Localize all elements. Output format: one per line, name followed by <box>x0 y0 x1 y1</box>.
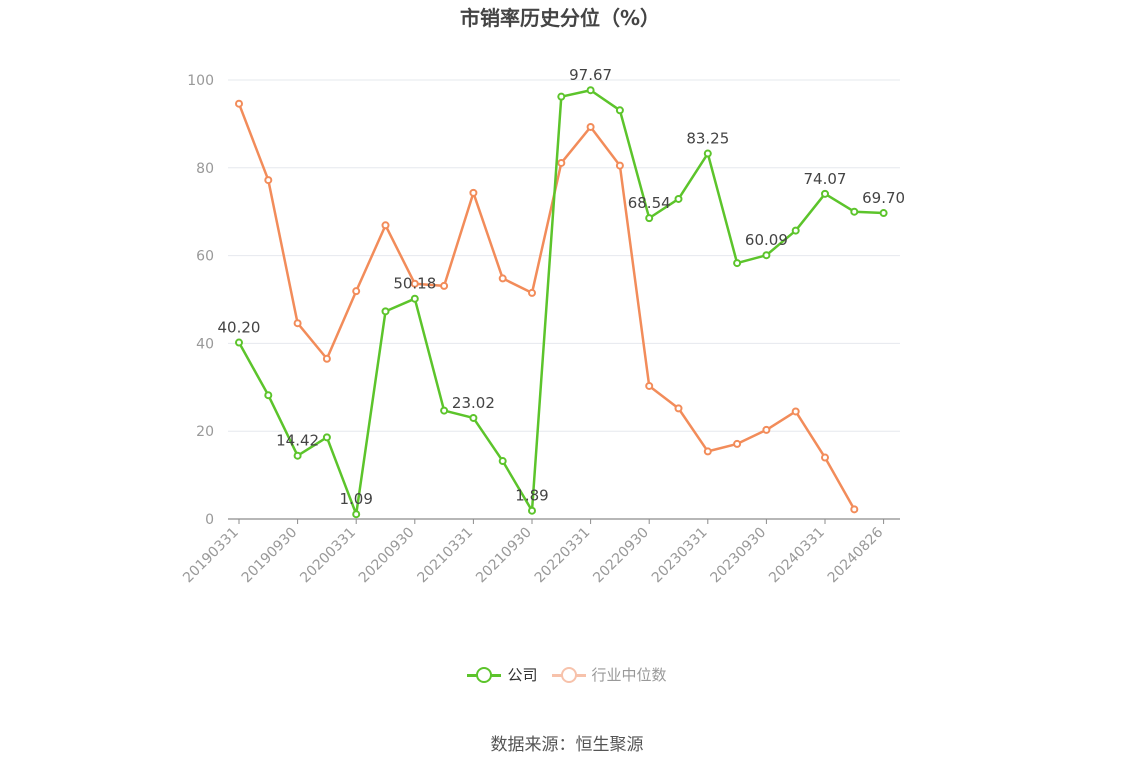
data-labels: 40.20 14.42 1.09 50.18 23.02 1.89 97.67 68.54 83… <box>218 66 906 508</box>
grid-lines <box>228 79 900 432</box>
data-point-industry-median <box>586 122 595 131</box>
data-point-company <box>352 510 361 519</box>
legend-marker-company <box>467 666 502 684</box>
data-point-industry-median <box>410 279 419 288</box>
series-layer <box>235 86 888 519</box>
x-axis: 2019033120190930202003312020093020210331… <box>180 518 900 587</box>
chart-title: 市销率历史分位（%） <box>459 6 661 30</box>
data-point-company <box>469 413 478 422</box>
data-point-company <box>381 307 390 316</box>
x-tick-label: 20210331 <box>415 525 477 587</box>
data-label: 40.20 <box>218 319 261 337</box>
data-label: 69.70 <box>862 189 905 207</box>
data-label: 68.54 <box>628 194 671 212</box>
x-tick-label: 20230331 <box>649 525 711 587</box>
data-point-company <box>703 149 712 158</box>
y-tick-label: 0 <box>205 512 214 528</box>
x-tick-label: 20210930 <box>473 525 535 587</box>
legend-label-industry-median: 行业中位数 <box>591 666 667 684</box>
data-point-company <box>733 259 742 268</box>
data-point-industry-median <box>235 99 243 108</box>
data-label: 83.25 <box>686 130 729 148</box>
x-tick-label: 20200930 <box>356 525 418 587</box>
data-point-industry-median <box>440 281 449 290</box>
data-point-industry-median <box>528 288 536 297</box>
data-point-company <box>821 189 829 198</box>
data-point-company <box>528 506 536 515</box>
data-point-industry-median <box>703 447 712 456</box>
x-tick-label: 20220930 <box>590 525 652 587</box>
data-point-company <box>498 457 507 466</box>
data-point-company <box>264 391 273 400</box>
data-point-company <box>440 406 449 415</box>
data-point-industry-median <box>850 505 859 514</box>
y-tick-label: 100 <box>187 73 214 89</box>
series-line-company <box>237 88 884 516</box>
data-point-company <box>645 214 654 223</box>
data-point-company <box>791 226 800 235</box>
data-point-company <box>557 92 566 101</box>
data-point-company <box>850 207 859 216</box>
legend: 公司 行业中位数 <box>0 664 1134 685</box>
legend-item-industry-median[interactable]: 行业中位数 <box>551 664 667 685</box>
data-point-industry-median <box>557 158 566 167</box>
data-label: 74.07 <box>804 170 847 188</box>
data-point-company <box>615 106 624 115</box>
data-point-company <box>762 251 771 260</box>
data-point-industry-median <box>674 404 683 413</box>
x-tick-label: 20190930 <box>239 525 301 587</box>
legend-marker-industry-median <box>551 666 586 684</box>
data-point-industry-median <box>381 221 390 230</box>
x-tick-label: 20240826 <box>825 524 887 586</box>
data-point-industry-median <box>821 453 829 462</box>
y-tick-label: 60 <box>196 249 214 265</box>
data-point-company <box>674 194 683 203</box>
legend-label-company: 公司 <box>507 666 538 684</box>
data-point-industry-median <box>322 354 331 363</box>
legend-item-company[interactable]: 公司 <box>467 664 538 685</box>
x-tick-label: 20230930 <box>708 525 770 587</box>
data-point-industry-median <box>733 439 742 448</box>
data-point-industry-median <box>762 425 771 434</box>
data-point-company <box>293 451 302 460</box>
data-point-industry-median <box>498 274 507 283</box>
data-point-industry-median <box>293 319 302 328</box>
y-tick-label: 20 <box>196 424 214 440</box>
data-label: 23.02 <box>452 394 495 412</box>
data-point-industry-median <box>469 188 478 197</box>
data-point-industry-median <box>615 161 624 170</box>
data-point-company <box>879 209 888 218</box>
data-label: 1.09 <box>339 490 372 508</box>
data-point-industry-median <box>264 176 273 185</box>
data-label: 1.89 <box>515 487 548 505</box>
x-tick-label: 20200331 <box>297 525 359 587</box>
x-tick-label: 20220331 <box>532 525 594 587</box>
data-point-company <box>586 86 595 95</box>
series-line-industry-median <box>237 103 856 510</box>
y-tick-label: 40 <box>196 336 214 352</box>
data-label: 14.42 <box>276 432 319 450</box>
data-point-company <box>235 338 243 347</box>
data-point-company <box>410 294 419 303</box>
data-point-company <box>322 433 331 442</box>
data-label: 97.67 <box>569 66 612 84</box>
data-source: 数据来源：恒生聚源 <box>490 735 644 755</box>
data-label: 50.18 <box>393 275 436 293</box>
x-tick-label: 20240331 <box>766 525 828 587</box>
data-label: 60.09 <box>745 231 788 249</box>
data-point-industry-median <box>645 381 654 390</box>
x-tick-label: 20190331 <box>180 525 242 587</box>
y-axis: 0 20 40 60 80 100 <box>187 73 214 528</box>
y-tick-label: 80 <box>196 161 214 177</box>
data-point-industry-median <box>791 407 800 416</box>
data-point-industry-median <box>352 287 361 296</box>
